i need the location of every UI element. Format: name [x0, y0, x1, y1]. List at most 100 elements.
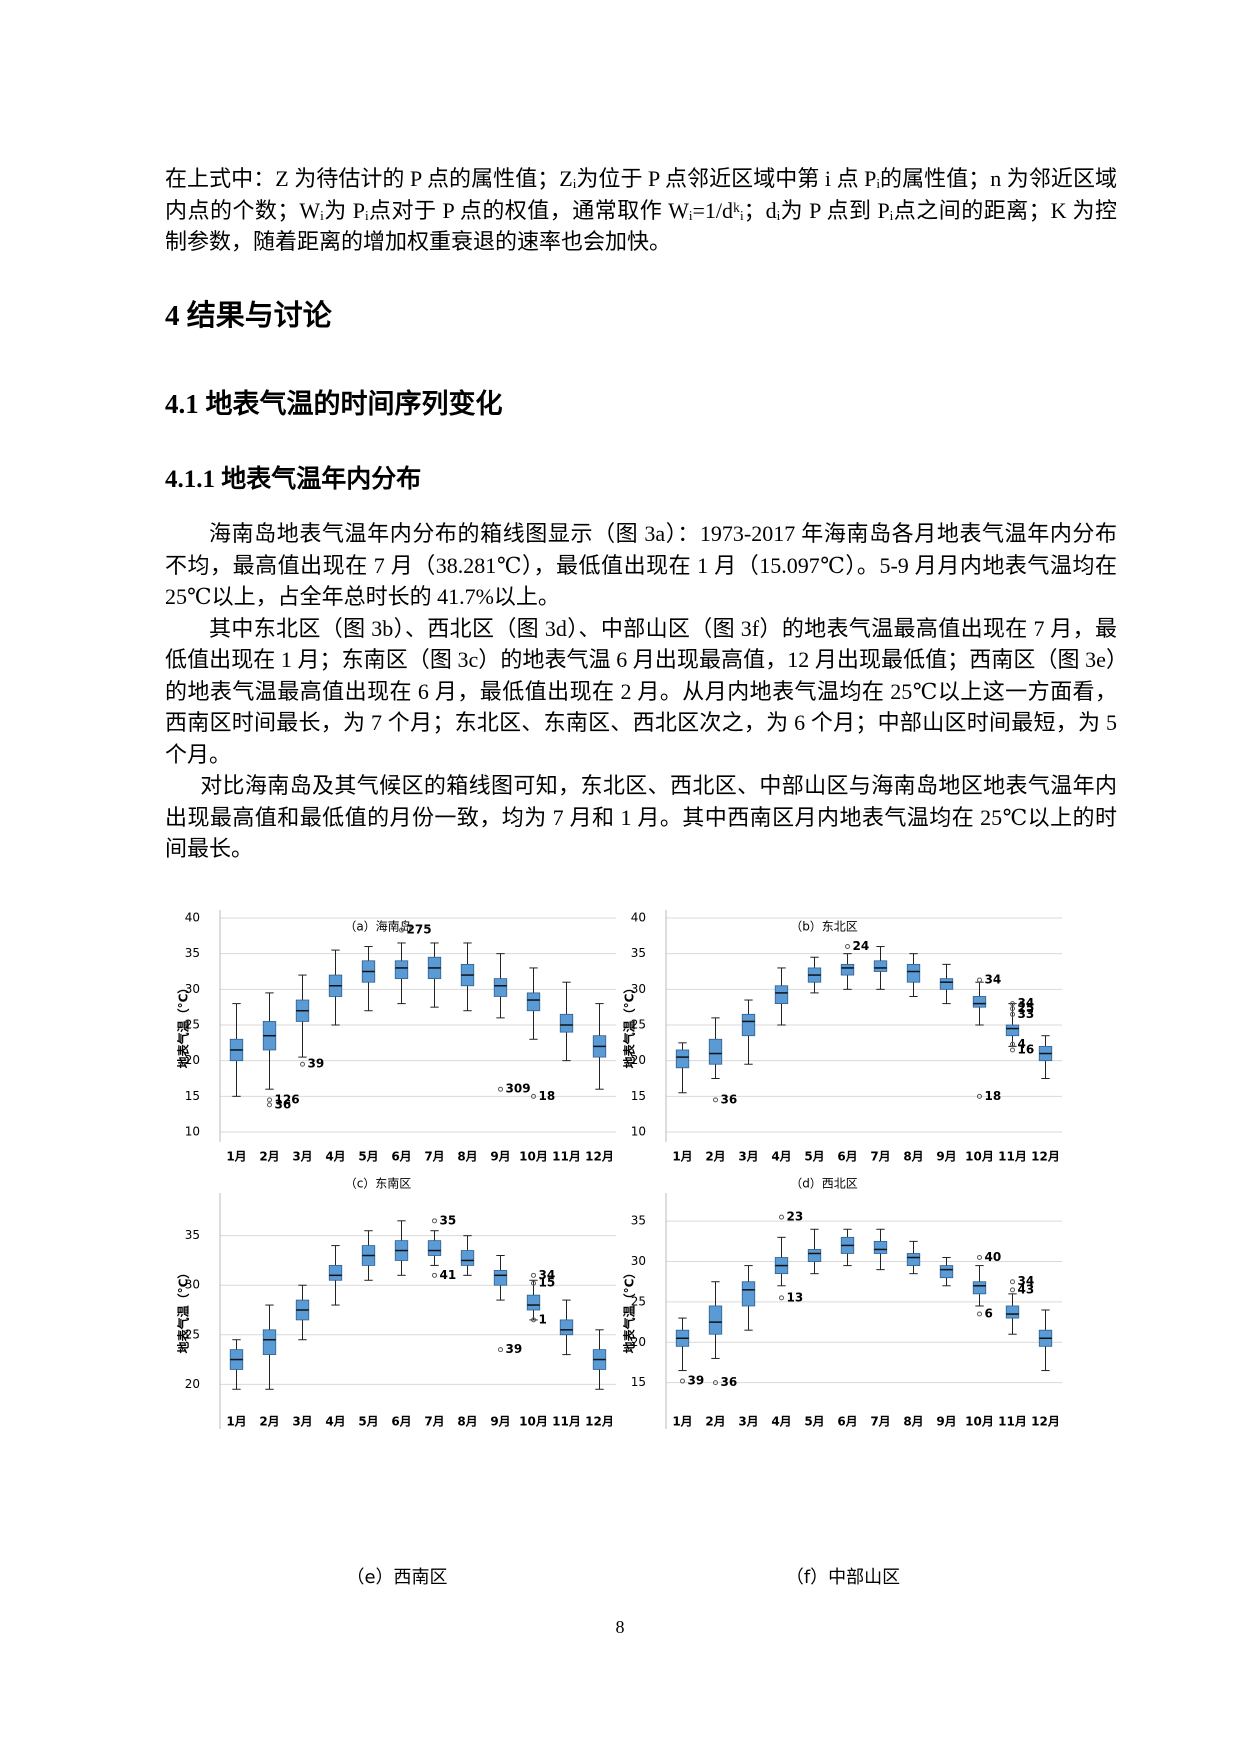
outlier-label: 25 — [1018, 1001, 1035, 1015]
outlier-label: 18 — [985, 1089, 1002, 1103]
y-tick-label: 25 — [631, 1018, 646, 1032]
x-tick-label: 8月 — [903, 1415, 923, 1429]
y-tick-label: 15 — [631, 1375, 646, 1389]
x-tick-label: 12月 — [585, 1415, 614, 1429]
outlier — [1010, 1006, 1015, 1012]
outlier — [531, 1280, 536, 1286]
y-tick-label: 20 — [185, 1053, 200, 1067]
x-tick-label: 8月 — [903, 1150, 923, 1164]
box — [873, 960, 888, 972]
x-tick-label: 11月 — [552, 1150, 581, 1164]
box — [906, 1253, 921, 1266]
x-tick-label: 10月 — [519, 1150, 548, 1164]
y-tick-label: 20 — [185, 1377, 200, 1391]
box — [460, 1250, 475, 1266]
box — [708, 1305, 723, 1335]
paragraph: 海南岛地表气温年内分布的箱线图显示（图 3a）：1973-2017 年海南岛各月… — [165, 521, 1117, 609]
outlier-label: 6 — [985, 1307, 993, 1321]
x-tick-label: 5月 — [804, 1150, 824, 1164]
y-tick-label: 15 — [631, 1089, 646, 1103]
outlier-label: 126 — [275, 1092, 300, 1106]
outlier — [977, 977, 982, 983]
outlier-label: 39 — [308, 1057, 325, 1071]
box — [262, 1329, 277, 1355]
outlier — [399, 927, 404, 933]
outlier — [977, 1255, 982, 1261]
box — [493, 1269, 508, 1286]
x-tick-label: 2月 — [705, 1415, 725, 1429]
y-tick-label: 35 — [631, 1214, 646, 1228]
x-tick-label: 12月 — [1031, 1415, 1060, 1429]
y-axis-label: 地表气温（°C） — [622, 982, 637, 1069]
paragraph: 其中东北区（图 3b）、西北区（图 3d）、中部山区（图 3f）的地表气温最高值… — [165, 615, 1117, 767]
y-tick-label: 30 — [631, 1254, 646, 1268]
outlier-label: 34 — [985, 973, 1002, 987]
box — [807, 1249, 822, 1262]
chart-title: （c）东南区 — [345, 1176, 412, 1191]
outlier-label: 24 — [853, 939, 870, 953]
box — [741, 1281, 756, 1307]
x-tick-label: 5月 — [358, 1415, 378, 1429]
x-tick-label: 3月 — [292, 1150, 312, 1164]
outlier — [531, 1093, 536, 1099]
x-tick-label: 8月 — [457, 1415, 477, 1429]
outlier-label: 43 — [1018, 1282, 1035, 1296]
outlier-label: 18 — [539, 1089, 556, 1103]
outlier — [432, 1272, 437, 1278]
box — [394, 960, 409, 980]
box — [774, 985, 789, 1005]
x-tick-label: 11月 — [552, 1415, 581, 1429]
page-number: 8 — [615, 1617, 625, 1637]
y-tick-label: 25 — [185, 1018, 200, 1032]
y-tick-label: 25 — [631, 1294, 646, 1308]
x-tick-label: 1月 — [226, 1415, 246, 1429]
y-tick-label: 10 — [631, 1125, 646, 1139]
outlier-label: 39 — [688, 1374, 705, 1388]
outlier — [713, 1097, 718, 1103]
outlier-label: 41 — [440, 1268, 457, 1282]
box — [840, 963, 855, 976]
x-tick-label: 1月 — [672, 1415, 692, 1429]
x-tick-label: 5月 — [358, 1150, 378, 1164]
outlier-label: 35 — [440, 1213, 457, 1227]
x-tick-label: 2月 — [705, 1150, 725, 1164]
caption: （f）中部山区 — [785, 1567, 901, 1588]
outlier-label: 36 — [275, 1097, 292, 1111]
x-tick-label: 4月 — [325, 1415, 345, 1429]
outlier — [1010, 1279, 1015, 1285]
x-tick-label: 9月 — [936, 1415, 956, 1429]
outlier — [267, 1097, 272, 1103]
box — [328, 1265, 343, 1281]
outlier — [977, 1093, 982, 1099]
x-tick-label: 2月 — [259, 1415, 279, 1429]
intro: 在上式中：Z 为待估计的 P 点的属性值；Zᵢ为位于 P 点邻近区域中第 i 点… — [165, 166, 1117, 254]
outlier — [977, 1311, 982, 1317]
body-text: 海南岛地表气温年内分布的箱线图显示（图 3a）：1973-2017 年海南岛各月… — [165, 518, 1117, 865]
box — [1005, 1024, 1020, 1037]
x-tick-label: 3月 — [738, 1415, 758, 1429]
x-tick-label: 10月 — [965, 1415, 994, 1429]
x-tick-label: 3月 — [292, 1415, 312, 1429]
x-tick-label: 7月 — [424, 1415, 444, 1429]
box — [906, 963, 921, 983]
chart-title: （a）海南岛 — [344, 919, 411, 934]
y-axis-label: 地表气温（°C） — [176, 1267, 191, 1354]
outlier — [1010, 1047, 1015, 1053]
outlier-label: 275 — [407, 923, 432, 937]
x-tick-label: 5月 — [804, 1415, 824, 1429]
outlier — [845, 944, 850, 950]
x-tick-label: 6月 — [391, 1150, 411, 1164]
box-chart: 10 15 20 25 30 35 40 地表气温（°C） （a）海南岛 1月 2月 3月 4月 5月 6月… — [176, 910, 616, 1164]
x-tick-label: 11月 — [998, 1150, 1027, 1164]
outlier — [498, 1086, 503, 1092]
outlier-label: 34 — [539, 1268, 556, 1282]
y-tick-label: 35 — [631, 946, 646, 960]
outlier-label: 4 — [1018, 1037, 1026, 1051]
box — [559, 1319, 574, 1336]
box — [939, 1265, 954, 1279]
outlier-label: 1 — [539, 1312, 547, 1326]
box — [972, 996, 987, 1008]
y-tick-label: 10 — [185, 1125, 200, 1139]
box — [972, 1281, 987, 1295]
